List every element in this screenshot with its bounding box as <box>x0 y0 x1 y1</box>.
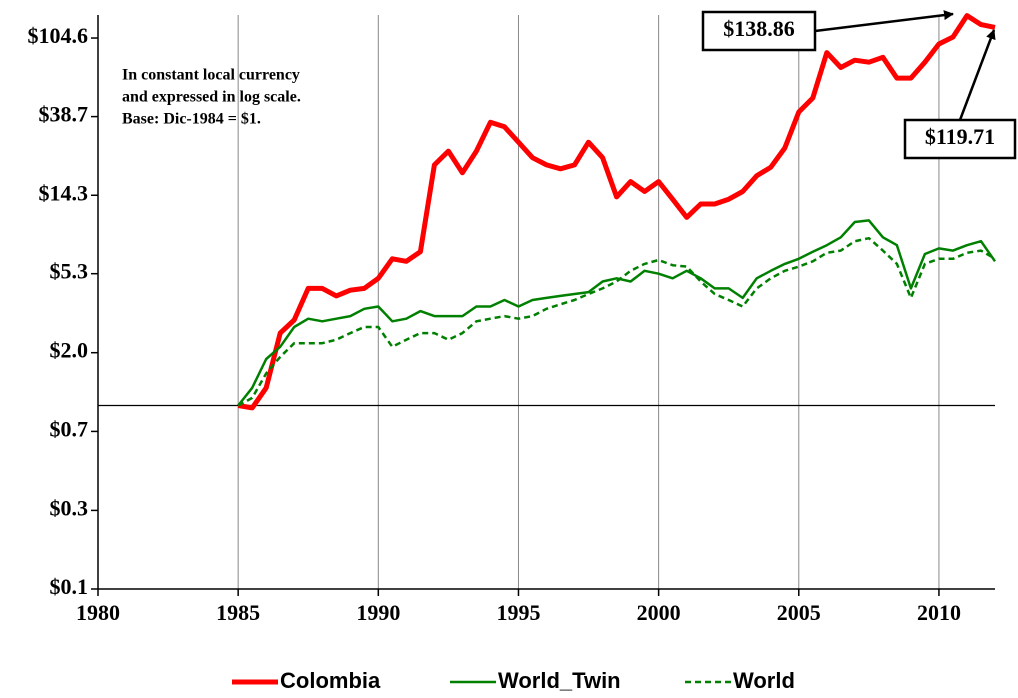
x-tick-label: 1985 <box>216 600 260 625</box>
series-line <box>237 219 997 407</box>
note: Base: Dic-1984 = $1. <box>122 111 261 128</box>
annotation: $119.71 <box>925 124 995 149</box>
note: and expressed in log scale. <box>122 89 301 106</box>
x-tick-label: 1980 <box>76 600 120 625</box>
annotation-arrow <box>814 10 954 33</box>
annotation-arrow <box>958 29 996 121</box>
y-tick-label: $0.3 <box>50 495 89 520</box>
y-tick-label: $14.3 <box>39 180 89 205</box>
annotation-box <box>701 10 817 52</box>
y-tick-label: $2.0 <box>50 338 89 363</box>
x-tick-label: 2000 <box>637 600 681 625</box>
y-tick-label: $104.6 <box>28 23 89 48</box>
x-tick-label: 2010 <box>917 600 961 625</box>
annotation: $138.86 <box>723 16 795 41</box>
y-tick-label: $0.7 <box>50 416 89 441</box>
x-tick-label: 1990 <box>356 600 400 625</box>
legend-label: World <box>733 668 795 693</box>
legend-label: Colombia <box>280 668 381 693</box>
annotation-box <box>903 118 1017 160</box>
y-tick-label: $0.1 <box>50 574 89 599</box>
y-tick-label: $38.7 <box>39 102 89 127</box>
series-line <box>237 13 996 411</box>
legend-label: World_Twin <box>498 668 621 693</box>
y-tick-label: $5.3 <box>50 259 89 284</box>
x-tick-label: 2005 <box>777 600 821 625</box>
x-tick-label: 1995 <box>496 600 540 625</box>
series-line <box>237 236 996 407</box>
plot <box>237 13 997 411</box>
note: In constant local currency <box>122 67 300 84</box>
